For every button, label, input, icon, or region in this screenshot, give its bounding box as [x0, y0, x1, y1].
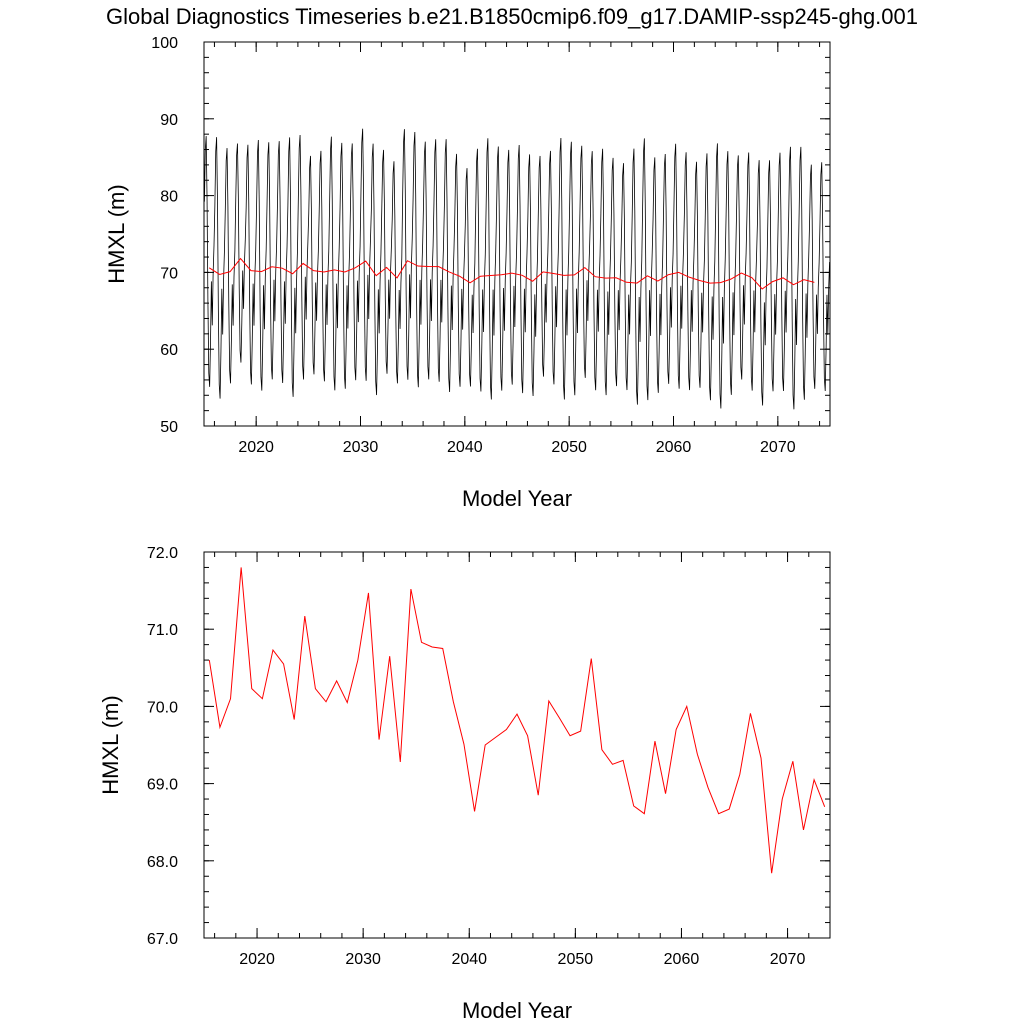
y-tick-label: 71.0 [147, 622, 178, 639]
y-tick-label: 68.0 [147, 854, 178, 871]
x-tick-label: 2040 [447, 439, 483, 456]
x-tick-label: 2070 [770, 951, 806, 968]
y-tick-label: 70.0 [147, 699, 178, 716]
bottom-y-axis-label: HMXL (m) [98, 695, 123, 794]
bottom-annual-mean-line [208, 567, 826, 874]
annual-mean-path [208, 257, 815, 290]
bottom-plot-frame [203, 551, 831, 939]
bottom-panel: 2020 2030 2040 2050 2060 2070 67.0 68.0 69.0 70.0… [98, 545, 831, 1023]
y-tick-label: 72.0 [147, 545, 178, 562]
x-tick-label: 2030 [343, 439, 379, 456]
x-tick-label: 2020 [239, 951, 275, 968]
top-plot-frame [203, 41, 831, 427]
annual-mean-line [208, 257, 815, 290]
y-tick-label: 80 [160, 189, 178, 206]
bottom-axes: 2020 2030 2040 2050 2060 2070 67.0 68.0 69.0 70.0… [147, 545, 831, 968]
monthly-series-path [204, 128, 830, 410]
y-tick-label: 90 [160, 112, 178, 129]
top-x-axis-label: Model Year [462, 486, 572, 511]
y-tick-label: 70 [160, 265, 178, 282]
y-tick-label: 69.0 [147, 777, 178, 794]
x-tick-label: 2070 [760, 439, 796, 456]
x-tick-label: 2020 [238, 439, 274, 456]
monthly-series-line [204, 128, 830, 410]
x-tick-label: 2050 [558, 951, 594, 968]
x-tick-label: 2060 [664, 951, 700, 968]
top-y-axis-label: HMXL (m) [104, 184, 129, 283]
x-tick-label: 2060 [656, 439, 692, 456]
x-tick-label: 2040 [451, 951, 487, 968]
y-tick-label: 67.0 [147, 931, 178, 948]
x-tick-label: 2050 [551, 439, 587, 456]
top-axes: 2020 2030 2040 2050 2060 2070 50 60 70 80 90 100 [151, 35, 831, 456]
top-panel: 2020 2030 2040 2050 2060 2070 50 60 70 80 90 100 Mo… [104, 35, 831, 511]
y-tick-label: 100 [151, 35, 178, 52]
bottom-x-axis-label: Model Year [462, 998, 572, 1023]
y-tick-label: 50 [160, 419, 178, 436]
x-tick-label: 2030 [345, 951, 381, 968]
bottom-annual-mean-path [208, 567, 826, 874]
chart-title: Global Diagnostics Timeseries b.e21.B185… [106, 4, 918, 29]
y-tick-label: 60 [160, 342, 178, 359]
